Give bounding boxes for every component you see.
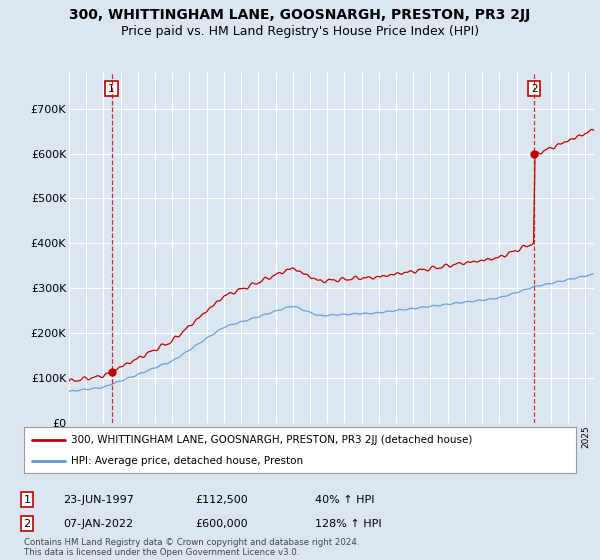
Text: 300, WHITTINGHAM LANE, GOOSNARGH, PRESTON, PR3 2JJ: 300, WHITTINGHAM LANE, GOOSNARGH, PRESTO… [70,8,530,22]
Text: Price paid vs. HM Land Registry's House Price Index (HPI): Price paid vs. HM Land Registry's House … [121,25,479,38]
Text: 2: 2 [23,519,31,529]
Text: £112,500: £112,500 [195,494,248,505]
Text: £600,000: £600,000 [195,519,248,529]
Text: 2: 2 [531,83,538,94]
Text: 128% ↑ HPI: 128% ↑ HPI [315,519,382,529]
Text: Contains HM Land Registry data © Crown copyright and database right 2024.
This d: Contains HM Land Registry data © Crown c… [24,538,359,557]
Text: 300, WHITTINGHAM LANE, GOOSNARGH, PRESTON, PR3 2JJ (detached house): 300, WHITTINGHAM LANE, GOOSNARGH, PRESTO… [71,435,472,445]
Text: 23-JUN-1997: 23-JUN-1997 [63,494,134,505]
Text: HPI: Average price, detached house, Preston: HPI: Average price, detached house, Pres… [71,456,303,466]
Text: 40% ↑ HPI: 40% ↑ HPI [315,494,374,505]
Text: 07-JAN-2022: 07-JAN-2022 [63,519,133,529]
Text: 1: 1 [108,83,115,94]
Text: 1: 1 [23,494,31,505]
